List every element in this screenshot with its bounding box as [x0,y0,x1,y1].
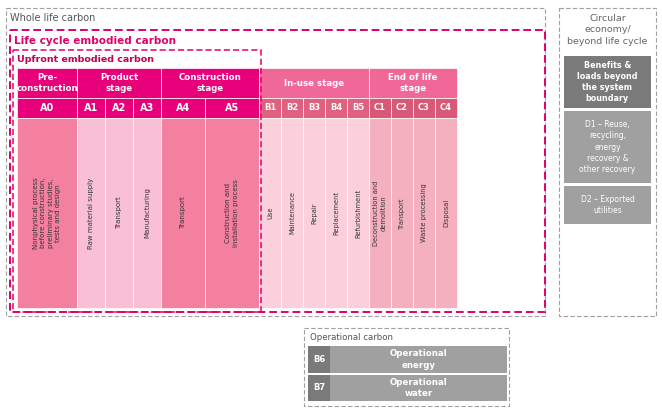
Bar [10,30,545,312]
Text: Product
stage: Product stage [100,73,138,93]
Bar [559,8,656,316]
Bar [6,8,545,316]
Text: Whole life carbon: Whole life carbon [10,13,95,23]
Bar [17,118,77,308]
Text: Transport: Transport [399,197,405,229]
Text: Operational
energy: Operational energy [390,349,448,370]
Text: Construction
stage: Construction stage [179,73,242,93]
Text: C4: C4 [440,103,452,113]
Text: A5: A5 [225,103,239,113]
Text: A0: A0 [40,103,54,113]
Bar [330,375,507,401]
Text: B6: B6 [313,355,325,364]
Bar [303,118,325,308]
Text: Raw material supply: Raw material supply [88,177,94,249]
Text: Upfront embodied carbon: Upfront embodied carbon [17,55,154,65]
Bar [564,186,651,224]
Bar [161,68,259,98]
Bar [325,118,347,308]
Bar [303,98,325,118]
Bar [205,98,259,118]
Bar [17,68,77,98]
Text: Use: Use [267,207,273,219]
Text: Refurbishment: Refurbishment [355,189,361,238]
Text: B1: B1 [264,103,276,113]
Text: Transport: Transport [116,197,122,229]
Text: A1: A1 [84,103,98,113]
Bar [564,56,651,108]
Bar [413,118,435,308]
Text: Benefits &
loads beyond
the system
boundary: Benefits & loads beyond the system bound… [577,61,638,103]
Bar [13,50,261,312]
Bar [347,118,369,308]
Bar [369,118,391,308]
Bar [435,98,457,118]
Bar [369,68,457,98]
Bar [133,98,161,118]
Text: Deconstruction and
demolition: Deconstruction and demolition [373,180,387,246]
Text: Repair: Repair [311,202,317,224]
Bar [308,375,330,401]
Bar [77,68,161,98]
Bar [133,118,161,308]
Bar [17,98,77,118]
Bar [281,118,303,308]
Bar [435,118,457,308]
Text: B5: B5 [352,103,364,113]
Bar [330,346,507,373]
Text: Circular
economy/
beyond life cycle: Circular economy/ beyond life cycle [567,14,647,46]
Text: Life cycle embodied carbon: Life cycle embodied carbon [14,36,176,46]
Text: B2: B2 [286,103,298,113]
Bar [347,98,369,118]
Text: Manufacturing: Manufacturing [144,188,150,239]
Bar [259,118,281,308]
Text: End of life
stage: End of life stage [389,73,438,93]
Bar [259,68,369,98]
Bar [281,98,303,118]
Text: Construction and
installation process: Construction and installation process [225,179,239,247]
Text: Pre-
construction: Pre- construction [16,73,78,93]
Bar [369,98,391,118]
Text: A4: A4 [176,103,190,113]
Text: D2 – Exported
utilities: D2 – Exported utilities [581,195,634,215]
Bar [161,118,205,308]
Text: C2: C2 [396,103,408,113]
Text: In-use stage: In-use stage [284,79,344,87]
Bar [205,118,259,308]
Text: B4: B4 [330,103,342,113]
Bar [308,346,330,373]
Bar [77,98,105,118]
Text: B3: B3 [308,103,320,113]
Bar [304,328,509,406]
Bar [105,118,133,308]
Bar [391,98,413,118]
Text: Nonphysical process
before construction,
preliminary studies,
tests and design: Nonphysical process before construction,… [32,177,62,249]
Bar [259,98,281,118]
Bar [391,118,413,308]
Text: A3: A3 [140,103,154,113]
Text: Replacement: Replacement [333,191,339,235]
Text: Operational
water: Operational water [390,378,448,398]
Text: C1: C1 [374,103,386,113]
Text: Waste processing: Waste processing [421,184,427,242]
Text: Disposal: Disposal [443,199,449,227]
Text: B7: B7 [313,383,325,393]
Bar [105,98,133,118]
Text: C3: C3 [418,103,430,113]
Bar [325,98,347,118]
Text: A2: A2 [112,103,126,113]
Bar [77,118,105,308]
Text: Operational carbon: Operational carbon [310,333,393,341]
Text: Transport: Transport [180,197,186,229]
Bar [413,98,435,118]
Bar [161,98,205,118]
Bar [564,111,651,183]
Text: D1 – Reuse,
recycling,
energy
recovery &
other recovery: D1 – Reuse, recycling, energy recovery &… [579,120,636,174]
Text: Maintenance: Maintenance [289,192,295,234]
